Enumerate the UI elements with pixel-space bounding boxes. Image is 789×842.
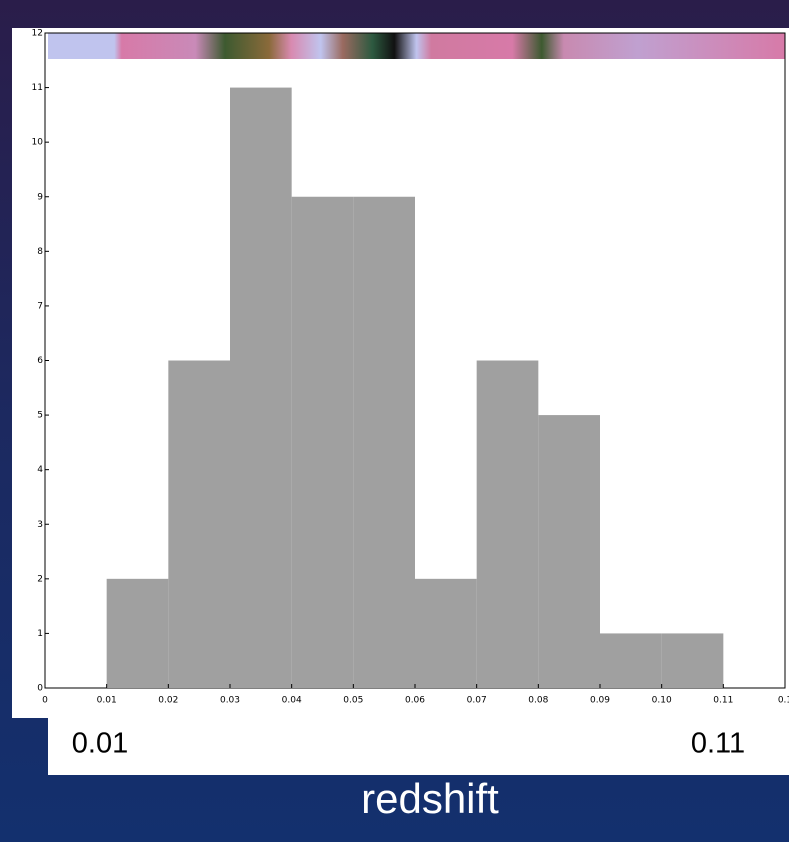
y-tick-label: 9 <box>37 192 43 202</box>
bar <box>600 633 662 688</box>
label-panel <box>48 716 789 775</box>
annotation: 0.01 <box>72 728 128 760</box>
y-tick-label: 2 <box>37 574 43 584</box>
bar <box>168 360 230 688</box>
bar <box>415 578 477 688</box>
y-tick-label: 12 <box>32 29 43 39</box>
y-tick-label: 3 <box>37 520 43 530</box>
bar <box>538 415 600 688</box>
y-tick-label: 0 <box>37 684 43 694</box>
annotation: 0.11 <box>691 728 745 760</box>
x-axis-label: redshift <box>361 775 499 822</box>
x-tick-label: 0.09 <box>590 696 610 706</box>
y-tick-label: 11 <box>32 83 43 93</box>
x-tick-label: 0.03 <box>220 696 240 706</box>
y-tick-label: 1 <box>37 629 43 639</box>
bar <box>661 633 724 688</box>
y-tick-label: 8 <box>37 247 43 257</box>
x-tick-label: 0.02 <box>158 696 178 706</box>
y-tick-label: 6 <box>37 356 43 366</box>
x-tick-label: 0.1 <box>778 696 789 706</box>
x-tick-label: 0.06 <box>405 696 425 706</box>
x-tick-label: 0.05 <box>343 696 363 706</box>
x-tick-label: 0.08 <box>528 696 548 706</box>
bar <box>230 87 292 689</box>
y-tick-label: 4 <box>37 465 43 475</box>
spectrum-bar <box>48 33 785 59</box>
x-tick-label: 0.11 <box>713 696 733 706</box>
x-tick-label: 0.04 <box>282 696 302 706</box>
bar <box>291 196 354 688</box>
x-tick-label: 0.07 <box>467 696 487 706</box>
bar <box>476 360 539 688</box>
y-tick-label: 7 <box>37 301 43 311</box>
y-tick-label: 10 <box>32 138 44 148</box>
x-tick-label: 0.01 <box>97 696 117 706</box>
y-tick-label: 5 <box>37 411 43 421</box>
bar <box>106 578 169 688</box>
x-tick-label: 0 <box>42 696 48 706</box>
bar <box>353 196 415 688</box>
x-tick-label: 0.10 <box>652 696 672 706</box>
